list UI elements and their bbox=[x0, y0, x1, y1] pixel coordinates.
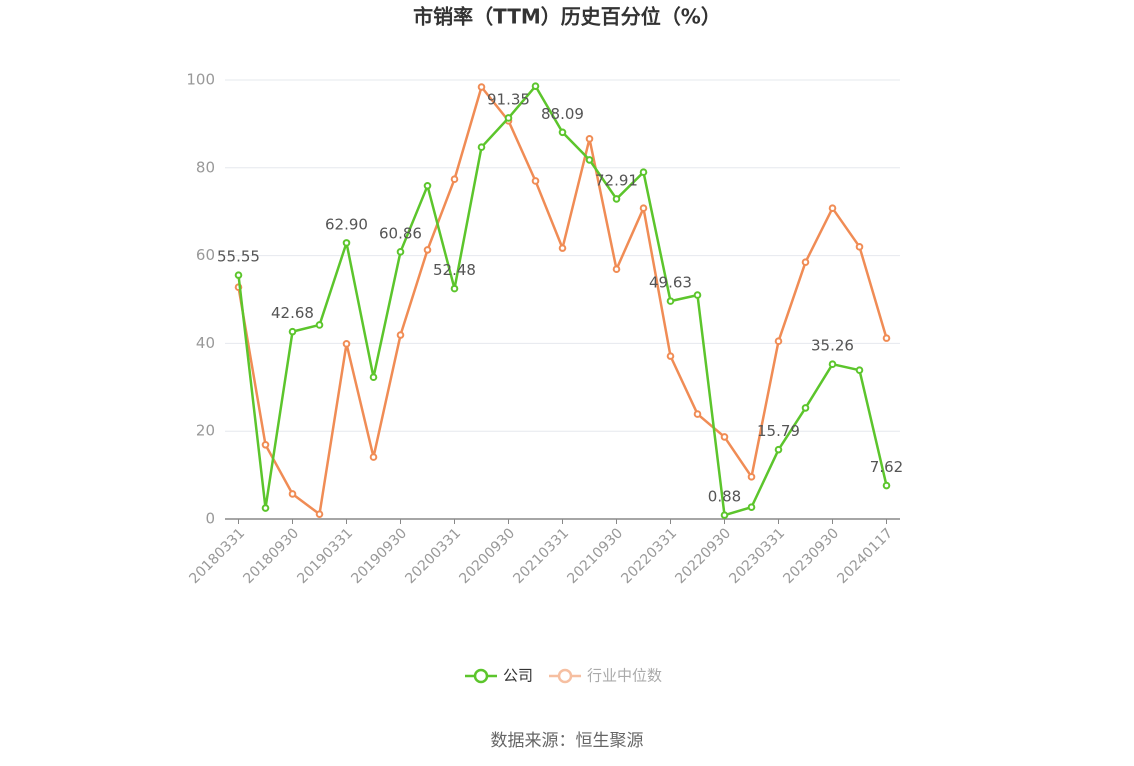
legend-item: 行业中位数 bbox=[549, 667, 662, 685]
point bbox=[612, 195, 621, 203]
x-tick-label: 20210331 bbox=[510, 525, 572, 587]
point bbox=[288, 490, 297, 498]
legend-label: 行业中位数 bbox=[587, 667, 662, 685]
y-tick-label: 20 bbox=[196, 422, 215, 440]
point bbox=[693, 410, 702, 418]
value-label: 15.79 bbox=[757, 422, 800, 440]
point bbox=[531, 177, 540, 185]
value-label: 52.48 bbox=[433, 261, 476, 279]
point bbox=[450, 175, 459, 184]
point bbox=[342, 239, 351, 247]
y-tick-label: 40 bbox=[196, 334, 215, 352]
point bbox=[747, 503, 756, 511]
point bbox=[855, 243, 864, 251]
point bbox=[612, 265, 621, 274]
point bbox=[369, 373, 378, 382]
point bbox=[639, 204, 648, 212]
x-tick-label: 20180331 bbox=[186, 525, 248, 587]
legend-label: 公司 bbox=[503, 667, 533, 685]
point bbox=[558, 128, 567, 137]
point bbox=[747, 473, 756, 481]
point bbox=[315, 510, 324, 518]
point bbox=[882, 334, 891, 342]
point bbox=[774, 445, 783, 454]
x-tick-label: 20210930 bbox=[564, 525, 626, 587]
point bbox=[396, 248, 405, 256]
point bbox=[369, 453, 378, 461]
point bbox=[774, 337, 783, 346]
series-line bbox=[237, 84, 888, 517]
point bbox=[666, 297, 675, 305]
x-tick-label: 20190930 bbox=[348, 525, 410, 587]
y-tick-label: 100 bbox=[186, 71, 215, 89]
x-tick-label: 20240117 bbox=[834, 525, 896, 587]
point bbox=[423, 246, 432, 254]
point bbox=[315, 321, 324, 329]
y-tick-label: 0 bbox=[205, 510, 215, 528]
point bbox=[720, 511, 729, 519]
point bbox=[828, 204, 837, 212]
value-label: 7.62 bbox=[870, 458, 903, 476]
value-label: 35.26 bbox=[811, 337, 854, 355]
point bbox=[639, 168, 648, 176]
point bbox=[423, 181, 432, 190]
source: 数据来源：恒生聚源 bbox=[491, 731, 644, 751]
point bbox=[666, 352, 675, 360]
value-label: 0.88 bbox=[708, 488, 741, 506]
x-tick-label: 20230331 bbox=[726, 525, 788, 587]
point bbox=[450, 284, 459, 293]
series-line bbox=[237, 85, 888, 516]
value-label: 72.91 bbox=[595, 171, 638, 189]
value-label: 88.09 bbox=[541, 105, 584, 123]
x-tick-label: 20220331 bbox=[618, 525, 680, 587]
point bbox=[693, 291, 702, 299]
point bbox=[585, 156, 594, 164]
point bbox=[882, 481, 891, 490]
x-tick-label: 20180930 bbox=[240, 525, 302, 587]
x-tick-label: 20230930 bbox=[780, 525, 842, 587]
value-label: 55.55 bbox=[217, 248, 260, 266]
point bbox=[477, 83, 486, 91]
point bbox=[828, 360, 837, 369]
point bbox=[477, 143, 486, 151]
point bbox=[585, 135, 594, 143]
point bbox=[531, 82, 540, 90]
legend-item: 公司 bbox=[465, 667, 533, 685]
legend-marker bbox=[557, 668, 573, 684]
x-tick-label: 20190331 bbox=[294, 525, 356, 587]
point bbox=[855, 366, 864, 374]
point bbox=[801, 404, 810, 412]
point bbox=[288, 327, 297, 336]
chart-title: 市销率（TTM）历史百分位（%） bbox=[413, 5, 721, 29]
x-tick-label: 20220930 bbox=[672, 525, 734, 587]
value-label: 62.90 bbox=[325, 215, 368, 233]
point bbox=[720, 433, 729, 441]
point bbox=[801, 258, 810, 266]
y-tick-label: 80 bbox=[196, 158, 215, 176]
value-label: 60.86 bbox=[379, 224, 422, 242]
point bbox=[342, 340, 351, 348]
x-tick-label: 20200331 bbox=[402, 525, 464, 587]
value-label: 42.68 bbox=[271, 304, 314, 322]
point bbox=[234, 271, 243, 279]
point bbox=[261, 441, 270, 449]
point bbox=[558, 244, 567, 252]
value-label: 49.63 bbox=[649, 274, 692, 292]
point bbox=[396, 331, 405, 339]
point bbox=[504, 114, 513, 122]
point bbox=[261, 504, 270, 512]
legend-marker bbox=[473, 668, 489, 684]
x-tick-label: 20200930 bbox=[456, 525, 518, 587]
value-label: 91.35 bbox=[487, 90, 530, 108]
y-tick-label: 60 bbox=[196, 246, 215, 264]
